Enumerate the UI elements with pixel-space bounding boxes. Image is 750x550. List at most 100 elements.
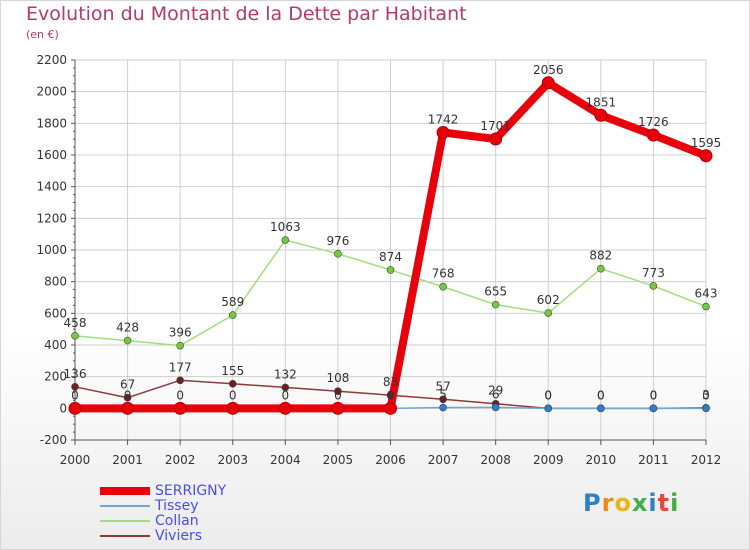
data-label-collan: 882 — [589, 249, 612, 263]
data-point-collan — [334, 250, 342, 258]
logo-letter: x — [631, 489, 649, 517]
data-label-viviers: 29 — [488, 384, 503, 398]
y-tick-label: 2200 — [36, 53, 67, 67]
data-point-collan — [386, 266, 395, 274]
data-point-serrigny — [68, 401, 82, 415]
data-point-collan — [544, 309, 553, 317]
y-tick-label: 1000 — [36, 243, 67, 257]
logo-letter: i — [670, 489, 680, 517]
data-label-viviers: 83 — [383, 375, 398, 389]
data-label-serrigny: 1851 — [586, 95, 617, 109]
data-point-serrigny — [278, 401, 292, 415]
data-label-viviers: 155 — [221, 364, 244, 378]
data-point-serrigny — [436, 126, 450, 140]
data-label-collan: 773 — [642, 266, 665, 280]
data-point-serrigny — [173, 401, 187, 415]
y-tick-label: -200 — [40, 433, 67, 447]
data-point-serrigny — [384, 401, 397, 415]
data-label-tissey: 0 — [176, 388, 184, 402]
y-tick-label: 1400 — [36, 180, 67, 194]
data-label-viviers: 136 — [64, 367, 87, 381]
data-point-collan — [649, 282, 658, 290]
data-label-tissey: 0 — [334, 388, 342, 402]
y-tick-label: 800 — [44, 275, 67, 289]
data-point-serrigny — [226, 401, 240, 415]
legend-label: Collan — [155, 513, 199, 529]
data-label-tissey: 0 — [544, 388, 552, 402]
data-point-collan — [123, 336, 132, 345]
data-label-viviers: 0 — [650, 388, 658, 402]
data-label-tissey: 6 — [492, 387, 500, 401]
data-point-collan — [71, 332, 79, 340]
data-label-viviers: 108 — [326, 371, 349, 385]
x-tick-label: 2011 — [638, 453, 669, 467]
data-point-serrigny — [331, 401, 345, 415]
logo-letter: o — [614, 489, 632, 517]
data-label-serrigny: 1595 — [691, 136, 722, 150]
data-label-collan: 458 — [64, 316, 87, 330]
data-label-viviers: 57 — [435, 379, 450, 393]
x-tick-label: 2010 — [586, 453, 617, 467]
y-tick-label: 1600 — [36, 148, 67, 162]
y-tick-label: 2000 — [36, 85, 67, 99]
data-point-viviers — [176, 376, 184, 385]
x-tick-label: 2006 — [375, 453, 406, 467]
x-tick-label: 2012 — [691, 453, 722, 467]
x-tick-label: 2004 — [270, 453, 301, 467]
x-tick-label: 2001 — [112, 453, 143, 467]
x-tick-label: 2005 — [323, 453, 354, 467]
data-label-viviers: 0 — [544, 388, 552, 402]
data-point-tissey — [649, 404, 658, 413]
data-label-tissey: 0 — [650, 388, 658, 402]
data-label-serrigny: 1726 — [638, 115, 669, 129]
data-point-viviers — [386, 391, 395, 399]
data-label-tissey: 0 — [282, 388, 290, 402]
data-point-collan — [176, 341, 184, 350]
data-label-collan: 643 — [695, 287, 718, 301]
legend-swatch — [100, 487, 150, 495]
legend-swatch — [100, 535, 150, 537]
data-label-viviers: 3 — [702, 388, 710, 402]
data-point-viviers — [334, 387, 342, 396]
y-tick-label: 400 — [44, 338, 67, 352]
data-point-collan — [228, 311, 237, 319]
x-tick-label: 2007 — [428, 453, 459, 467]
data-label-serrigny: 2056 — [533, 63, 564, 77]
data-point-serrigny — [489, 132, 503, 146]
x-tick-label: 2009 — [533, 453, 564, 467]
data-point-collan — [491, 300, 500, 309]
logo-letter: i — [648, 489, 658, 517]
data-label-collan: 655 — [484, 285, 507, 299]
data-point-tissey — [439, 403, 447, 412]
y-tick-label: 200 — [44, 370, 67, 384]
chart-title: Evolution du Montant de la Dette par Hab… — [26, 3, 467, 25]
logo-letter: P — [583, 489, 602, 517]
legend-swatch — [100, 520, 150, 522]
x-tick-label: 2003 — [217, 453, 248, 467]
data-point-serrigny — [699, 149, 713, 163]
proxiti-logo: Proxiti — [583, 489, 679, 517]
data-label-viviers: 177 — [169, 360, 192, 374]
data-point-collan — [281, 236, 290, 244]
data-point-viviers — [439, 395, 447, 404]
data-point-serrigny — [121, 401, 135, 415]
data-label-collan: 428 — [116, 321, 139, 335]
data-label-collan: 874 — [379, 250, 402, 264]
data-label-tissey: 0 — [702, 388, 710, 402]
data-point-viviers — [228, 379, 237, 388]
legend-label: Viviers — [155, 528, 202, 544]
data-label-tissey: 0 — [229, 388, 237, 402]
data-label-tissey: 0 — [387, 388, 395, 402]
y-tick-label: 600 — [44, 306, 67, 320]
data-point-tissey — [597, 404, 605, 413]
data-label-collan: 602 — [537, 293, 560, 307]
x-tick-label: 2000 — [60, 453, 91, 467]
data-label-tissey: 5 — [439, 388, 447, 402]
data-label-serrigny: 1701 — [480, 119, 511, 133]
chart-unit: (en €) — [26, 28, 59, 41]
legend-label: SERRIGNY — [155, 483, 227, 499]
data-label-collan: 976 — [326, 234, 349, 248]
data-label-viviers: 67 — [120, 378, 135, 392]
data-point-collan — [439, 282, 447, 291]
